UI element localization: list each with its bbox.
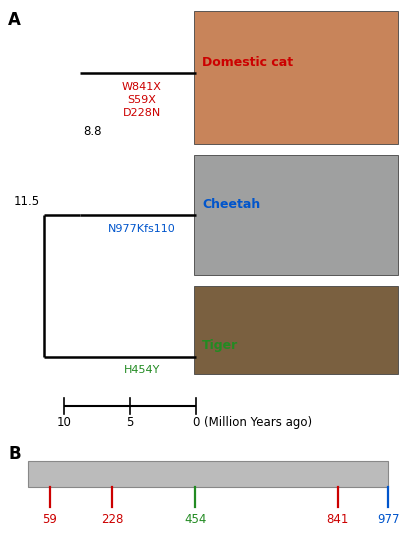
Text: H454Y: H454Y xyxy=(124,365,160,376)
Text: Tiger: Tiger xyxy=(202,340,238,353)
Text: 228: 228 xyxy=(101,513,123,526)
Text: 10: 10 xyxy=(56,416,71,429)
Bar xyxy=(194,11,398,144)
Text: A: A xyxy=(8,11,21,29)
Bar xyxy=(194,155,398,275)
Text: Cheetah: Cheetah xyxy=(202,197,260,211)
Text: W841X
S59X
D228N: W841X S59X D228N xyxy=(122,82,162,118)
Text: 454: 454 xyxy=(184,513,206,526)
Text: 5: 5 xyxy=(126,416,134,429)
Text: 59: 59 xyxy=(42,513,57,526)
Text: 0: 0 xyxy=(192,416,200,429)
Text: 841: 841 xyxy=(327,513,349,526)
Text: (Million Years ago): (Million Years ago) xyxy=(204,416,312,429)
Text: 11.5: 11.5 xyxy=(14,195,40,209)
Bar xyxy=(28,461,388,487)
Text: B: B xyxy=(8,445,21,463)
Text: 8.8: 8.8 xyxy=(84,125,102,137)
Text: 977: 977 xyxy=(377,513,399,526)
Text: N977Kfs110: N977Kfs110 xyxy=(108,224,176,233)
Text: Domestic cat: Domestic cat xyxy=(202,56,293,69)
Bar xyxy=(194,286,398,374)
